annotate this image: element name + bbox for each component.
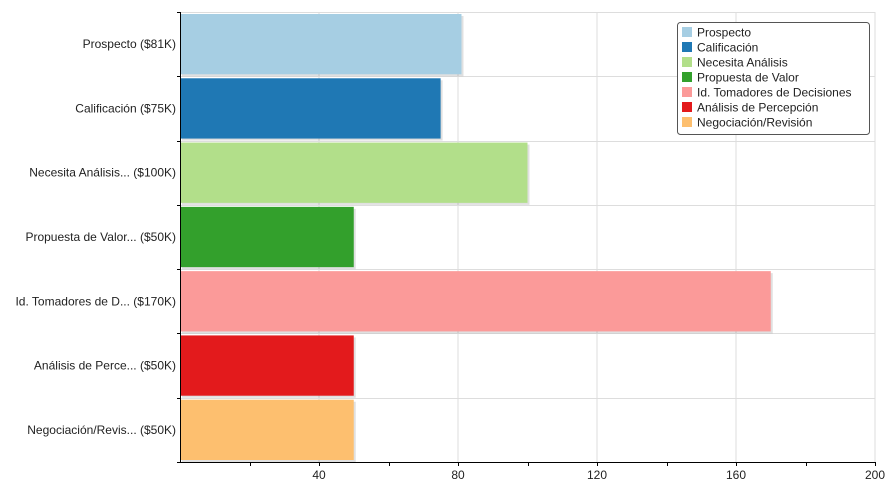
axes [177, 12, 875, 463]
legend-swatch [682, 117, 692, 127]
legend-swatch [682, 42, 692, 52]
category-label: Propuesta de Valor... ($50K) [25, 230, 176, 244]
legend-swatch [682, 57, 692, 67]
legend-label: Negociación/Revisión [697, 116, 812, 130]
x-tick-label: 40 [312, 468, 326, 482]
category-label: Id. Tomadores de D... ($170K) [15, 294, 176, 308]
legend-label: Prospecto [697, 26, 751, 40]
bar[interactable] [180, 206, 354, 268]
bar[interactable] [180, 14, 462, 75]
legend-label: Necesita Análisis [697, 56, 788, 70]
legend-swatch [682, 102, 692, 112]
category-label: Calificación ($75K) [75, 101, 176, 115]
bar[interactable] [180, 271, 771, 332]
legend-box [677, 22, 870, 135]
legend-label: Id. Tomadores de Decisiones [697, 86, 852, 100]
category-label: Negociación/Revis... ($50K) [27, 423, 176, 437]
legend-swatch [682, 27, 692, 37]
category-label: Análisis de Perce... ($50K) [34, 359, 176, 373]
x-tick-label: 200 [865, 468, 885, 482]
legend-label: Propuesta de Valor [697, 71, 799, 85]
x-tick-label: 80 [451, 468, 465, 482]
x-tick-label: 120 [587, 468, 607, 482]
category-label: Necesita Análisis... ($100K) [29, 166, 176, 180]
bar[interactable] [180, 78, 441, 139]
category-label: Prospecto ($81K) [83, 37, 176, 51]
legend-label: Calificación [697, 41, 758, 55]
legend-swatch [682, 87, 692, 97]
bars [180, 14, 773, 462]
legend-swatch [682, 72, 692, 82]
x-axis-ticks: 40 80 120 160 200 [250, 462, 885, 482]
category-labels: Prospecto ($81K) Calificación ($75K) Neces… [15, 37, 176, 437]
x-tick-label: 160 [726, 468, 746, 482]
bar[interactable] [180, 335, 354, 396]
bar[interactable] [180, 399, 354, 460]
legend-label: Análisis de Percepción [697, 101, 818, 115]
bar[interactable] [180, 142, 528, 203]
